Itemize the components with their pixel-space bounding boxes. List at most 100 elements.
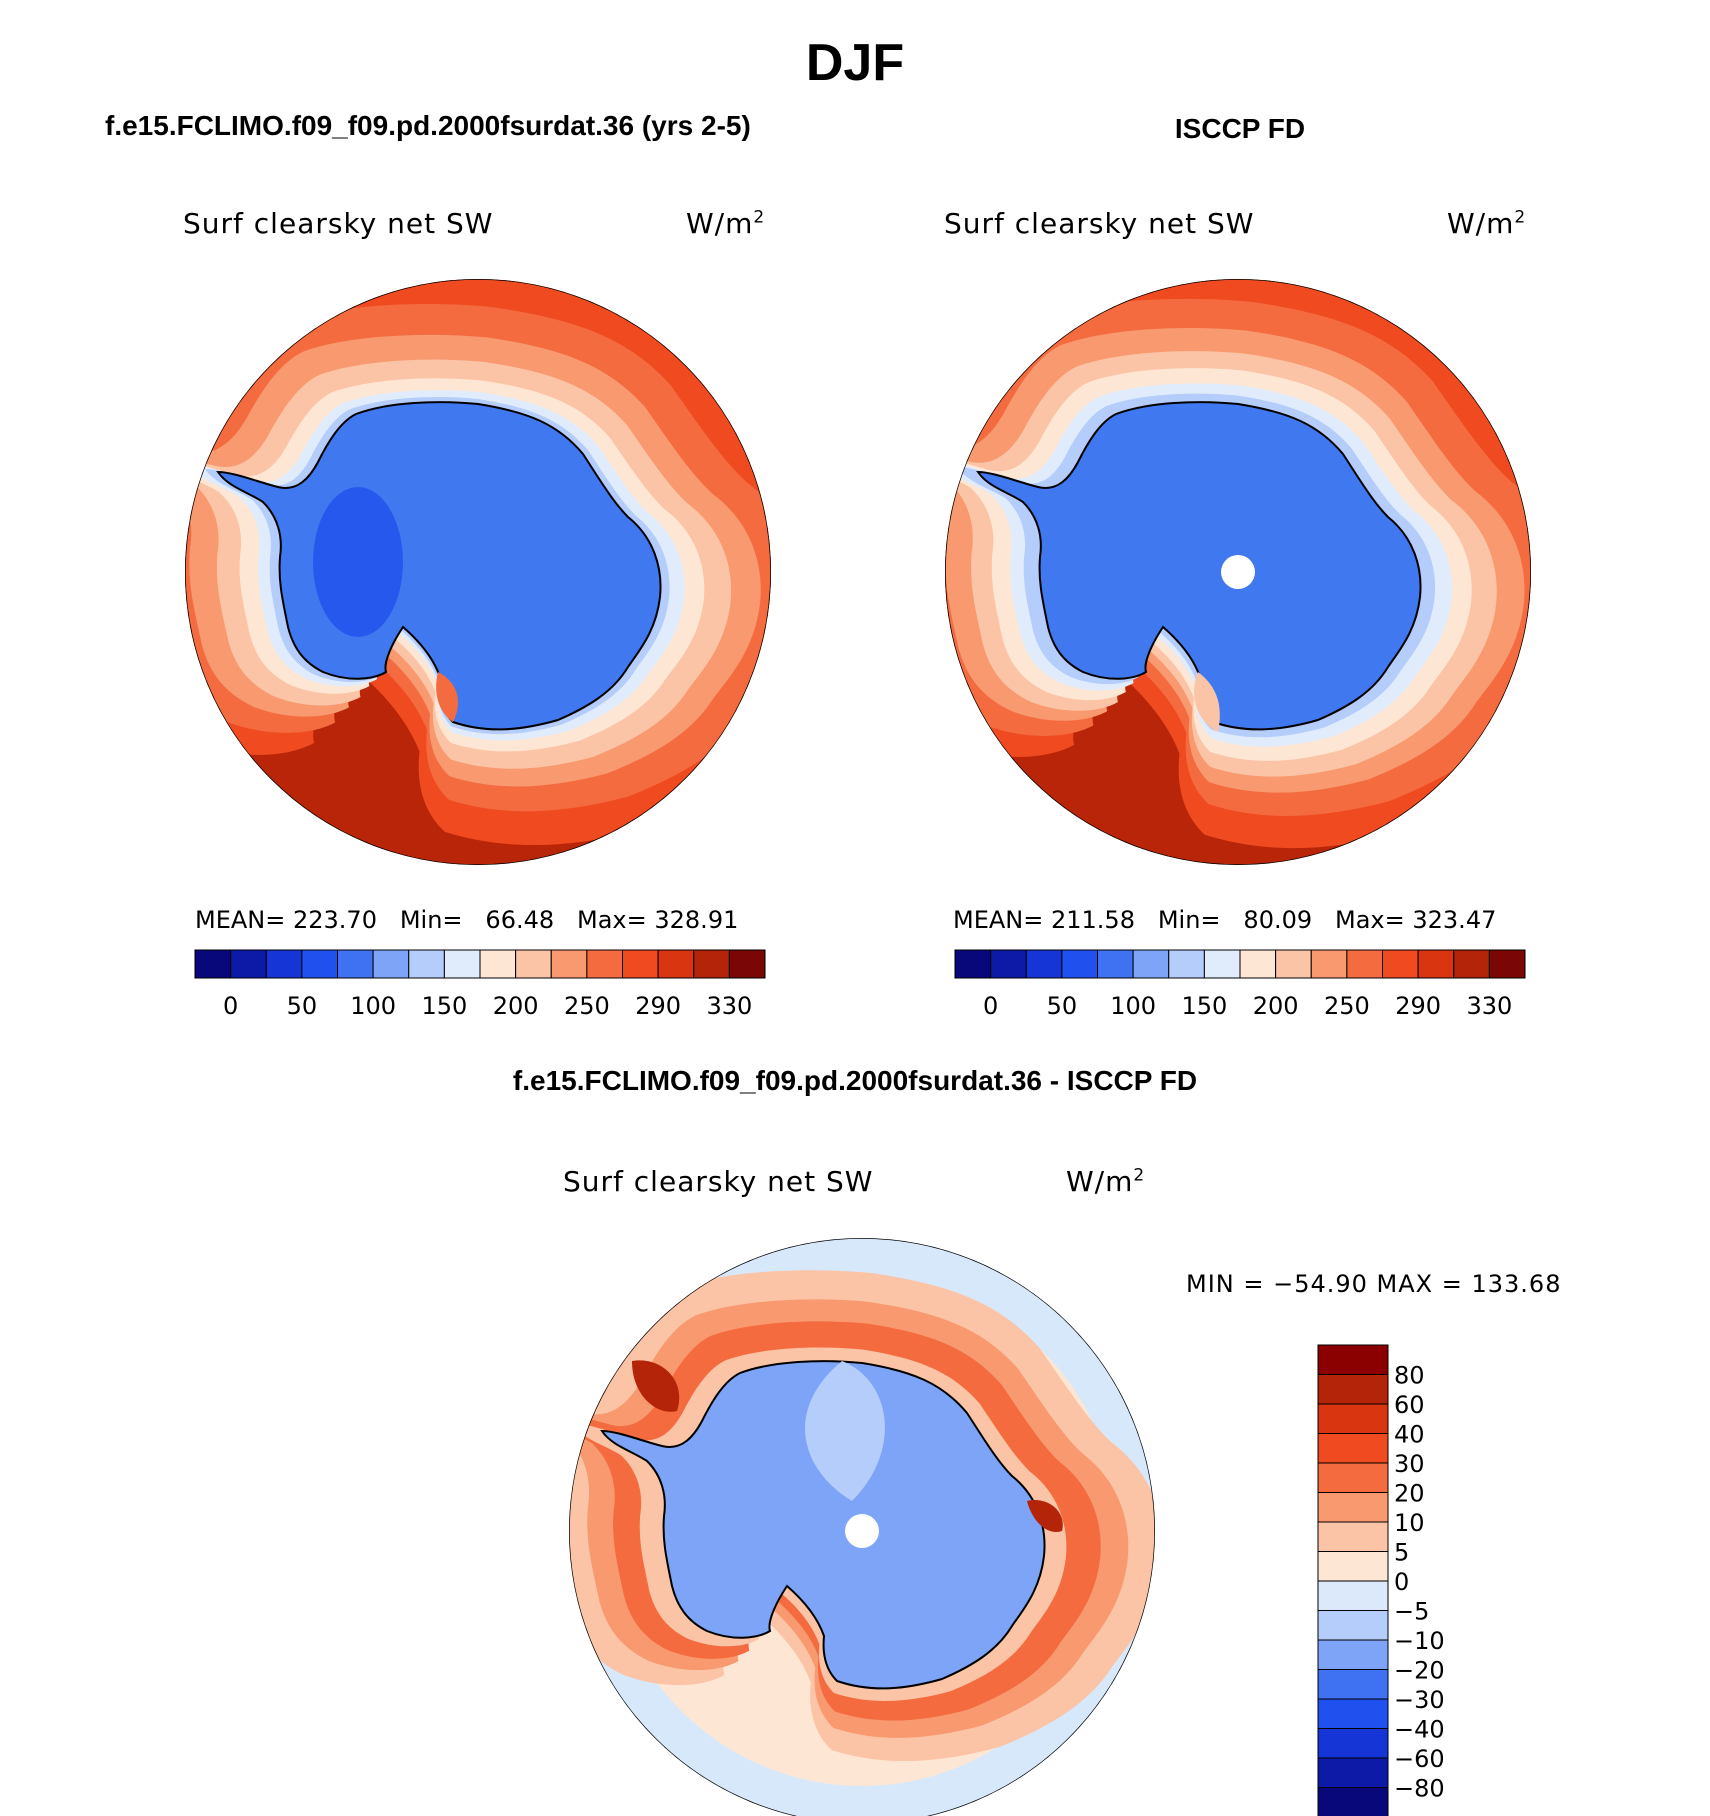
diff-map [569,1238,1155,1816]
panel2-colorbar-swatch [1061,949,1098,979]
panel2-colorbar-swatch [1025,949,1063,979]
panel2-colorbar-swatch [1417,949,1455,979]
diff-units: W/m2 [1066,1165,1145,1198]
diff-colorbar-swatch [1317,1462,1389,1493]
panel1-colorbar-swatch [657,949,695,979]
panel2-colorbar-swatch [1203,949,1241,979]
panel1-colorbar-swatch [693,949,730,979]
diff-colorbar-tick-label: −60 [1394,1745,1445,1773]
diff-colorbar-swatch [1317,1374,1389,1405]
diff-colorbar-swatch [1317,1521,1389,1552]
diff-colorbar-tick-label: 60 [1394,1391,1425,1419]
panel2-colorbar-tick-label: 290 [1395,992,1441,1020]
panel1-colorbar-swatch [265,949,303,979]
diff-colorbar-swatch [1317,1698,1389,1729]
panel2-units: W/m2 [1447,207,1526,240]
diff-dark-red-patch-west [632,1360,680,1412]
panel2-colorbar-swatch [1168,949,1205,979]
panel1-colorbar-tick-label: 330 [706,992,752,1020]
diff-stats: MIN = −54.90 MAX = 133.68 [1186,1270,1562,1298]
panel1-colorbar-tick-label: 0 [223,992,238,1020]
panel1-colorbar-tick-label: 200 [493,992,539,1020]
diff-title: f.e15.FCLIMO.f09_f09.pd.2000fsurdat.36 -… [512,1065,1198,1096]
panel2-colorbar-tick-label: 330 [1466,992,1512,1020]
diff-colorbar-swatch [1317,1787,1389,1816]
diff-units-base: W/m [1066,1165,1134,1198]
panel1-colorbar-swatch [443,949,481,979]
diff-colorbar-tick-label: 0 [1394,1568,1409,1596]
panel2-colorbar-swatch [954,949,992,979]
diff-pole-hole [845,1514,879,1548]
diff-colorbar-swatch [1317,1669,1389,1700]
diff-colorbar-tick-label: 80 [1394,1362,1425,1390]
panel1-colorbar-swatch [301,949,338,979]
panel2-colorbar-tick-label: 250 [1324,992,1370,1020]
diff-colorbar-swatch [1317,1403,1389,1434]
panel2-colorbar-swatch [1346,949,1383,979]
panel1-colorbar-swatch [586,949,623,979]
panel2-units-base: W/m [1447,207,1515,240]
diff-colorbar-swatch [1317,1757,1389,1788]
diff-colorbar-tick-label: −30 [1394,1686,1445,1714]
panel2-colorbar-swatch [1097,949,1134,979]
panel1-colorbar: 0 50 100 150 200 250 290 330 [194,949,766,1020]
panel2-colorbar-tick-label: 50 [1047,992,1078,1020]
panel2-colorbar-swatch [990,949,1027,979]
diff-colorbar-tick-label: 5 [1394,1539,1409,1567]
panel1-units: W/m2 [686,207,765,240]
panel2-colorbar-swatch [1275,949,1312,979]
panel1-colorbar-swatch [230,949,267,979]
panel2-colorbar-swatch [1453,949,1490,979]
panel2-colorbar-swatch [1239,949,1277,979]
diff-colorbar-tick-label: 40 [1394,1421,1425,1449]
diff-dark-red-patch-east [1027,1500,1063,1532]
panel2-pole-hole [1221,555,1255,589]
panel2-title: ISCCP FD [1174,113,1306,144]
diff-colorbar-swatch [1317,1639,1389,1670]
panel2-colorbar-swatch [1310,949,1348,979]
panel1-units-base: W/m [686,207,754,240]
panel2-map [945,279,1531,865]
diff-colorbar-swatch [1317,1344,1389,1375]
panel1-colorbar-swatch [550,949,588,979]
panel1-colorbar-tick-label: 50 [287,992,318,1020]
panel2-colorbar-swatch [1132,949,1170,979]
panel1-colorbar-swatch [337,949,374,979]
diff-colorbar-tick-label: 20 [1394,1480,1425,1508]
panel2-colorbar-swatch [1382,949,1419,979]
panel2-colorbar-swatch [1488,949,1526,979]
diff-colorbar-tick-label: −40 [1394,1716,1445,1744]
diff-variable-label: Surf clearsky net SW [563,1165,874,1198]
panel1-stats: MEAN= 223.70 Min= 66.48 Max= 328.91 [195,906,739,934]
panel1-variable-label: Surf clearsky net SW [183,207,494,240]
panel1-colorbar-swatch [479,949,517,979]
panel2-ross-sea-patch [1194,672,1220,732]
panel1-colorbar-tick-label: 100 [350,992,396,1020]
diff-colorbar-swatch [1317,1580,1389,1611]
panel1-colorbar-swatch [372,949,410,979]
diff-colorbar-tick-label: 30 [1394,1450,1425,1478]
diff-colorbar-tick-label: −80 [1394,1775,1445,1803]
panel2-variable-label: Surf clearsky net SW [944,207,1255,240]
diff-colorbar-swatch [1317,1433,1389,1464]
diff-light-wedge [804,1361,885,1501]
panel1-colorbar-swatch [515,949,552,979]
diff-colorbar-swatch [1317,1728,1389,1759]
panel1-colorbar-swatch [194,949,232,979]
panel2-units-exp: 2 [1514,207,1527,228]
diff-colorbar-tick-label: −20 [1394,1657,1445,1685]
diff-colorbar-tick-label: −5 [1394,1598,1429,1626]
panel1-colorbar-tick-label: 290 [635,992,681,1020]
panel2-colorbar-tick-label: 150 [1181,992,1227,1020]
diff-colorbar-swatch [1317,1492,1389,1523]
panel2-colorbar-tick-label: 0 [983,992,998,1020]
panel1-title: f.e15.FCLIMO.f09_f09.pd.2000fsurdat.36 (… [105,110,751,141]
panel1-units-exp: 2 [753,207,766,228]
diff-colorbar-swatch [1317,1610,1389,1641]
diff-colorbar-swatch [1317,1551,1389,1582]
panel2-colorbar-tick-label: 100 [1110,992,1156,1020]
panel1-dark-blue-patch [313,487,403,637]
panel1-colorbar-tick-label: 150 [421,992,467,1020]
